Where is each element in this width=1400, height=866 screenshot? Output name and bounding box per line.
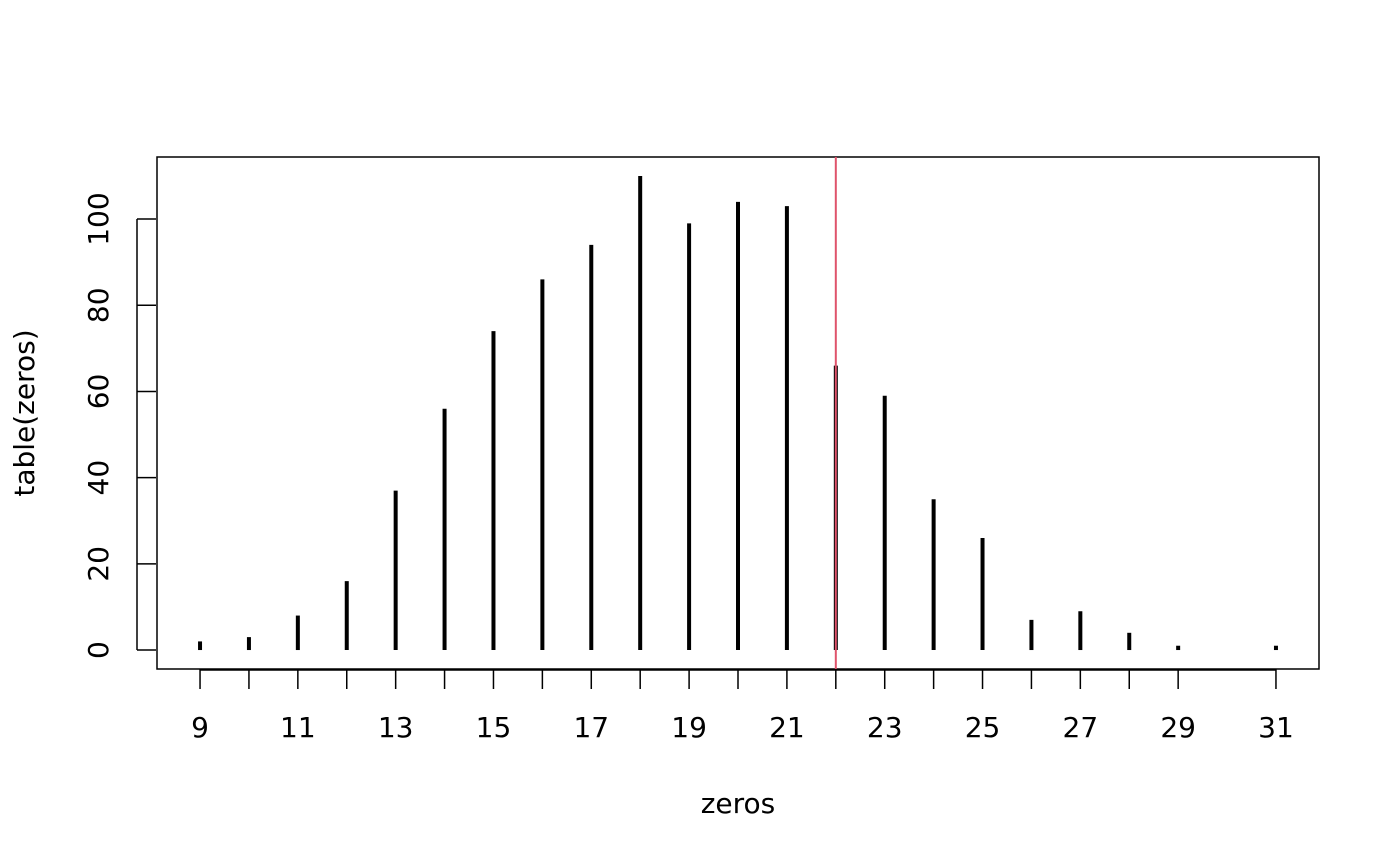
x-tick-label: 17 <box>573 711 609 744</box>
x-tick-label: 11 <box>280 711 316 744</box>
x-tick-label: 21 <box>769 711 805 744</box>
x-tick-label: 15 <box>476 711 512 744</box>
x-tick-label: 9 <box>191 711 209 744</box>
x-tick-label: 29 <box>1160 711 1196 744</box>
x-tick-label: 25 <box>965 711 1001 744</box>
y-tick-label: 80 <box>82 287 115 323</box>
y-tick-label: 0 <box>82 641 115 659</box>
x-tick-label: 19 <box>671 711 707 744</box>
x-tick-label: 27 <box>1063 711 1099 744</box>
y-tick-label: 100 <box>82 192 115 245</box>
y-tick-label: 40 <box>82 460 115 496</box>
y-tick-label: 20 <box>82 546 115 582</box>
x-tick-label: 13 <box>378 711 414 744</box>
x-tick-label: 23 <box>867 711 903 744</box>
y-axis-label: table(zeros) <box>8 329 41 496</box>
x-axis-label: zeros <box>701 787 776 820</box>
x-tick-label: 31 <box>1258 711 1294 744</box>
y-tick-label: 60 <box>82 374 115 410</box>
